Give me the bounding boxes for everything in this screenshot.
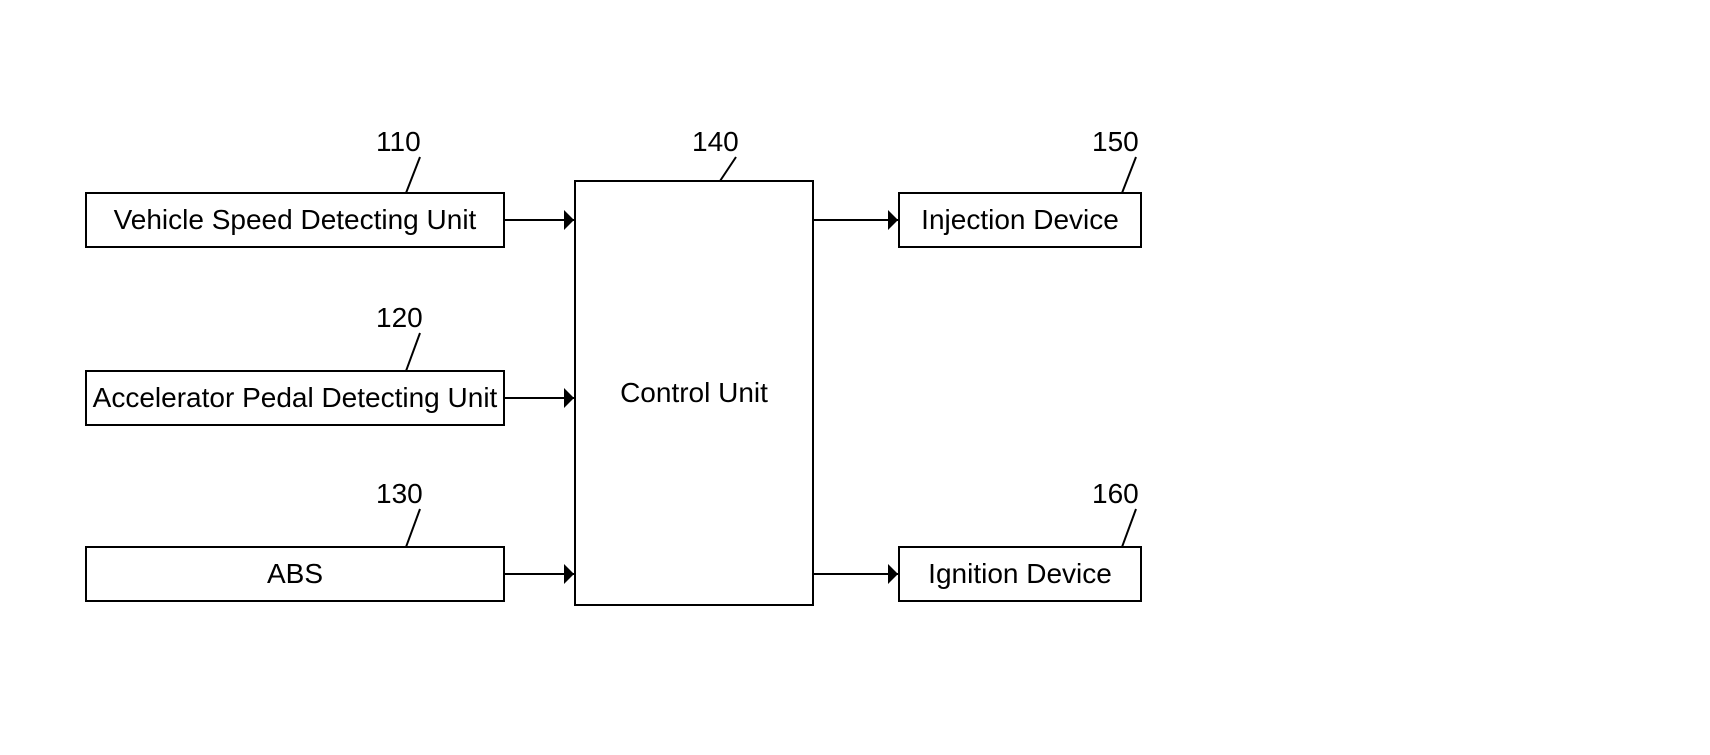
box-abs: ABS [85,546,505,602]
box-label: Vehicle Speed Detecting Unit [114,204,477,236]
box-injection: Injection Device [898,192,1142,248]
arrow-head-icon [888,564,898,584]
arrow-head-icon [564,388,574,408]
box-label: Injection Device [921,204,1119,236]
box-label: ABS [267,558,323,590]
leader-line [405,157,421,194]
box-vehicle_speed: Vehicle Speed Detecting Unit [85,192,505,248]
box-control_unit: Control Unit [574,180,814,606]
box-ignition: Ignition Device [898,546,1142,602]
leader-line [719,156,737,181]
leader-line [1121,509,1137,548]
ref-label-110: 110 [376,126,421,158]
leader-line [405,509,421,548]
ref-label-140: 140 [692,126,739,158]
arrow-head-icon [888,210,898,230]
leader-line [1121,157,1137,194]
box-label: Accelerator Pedal Detecting Unit [93,382,498,414]
arrow-head-icon [564,210,574,230]
ref-label-130: 130 [376,478,423,510]
box-label: Ignition Device [928,558,1112,590]
arrow-line [814,573,898,575]
box-label: Control Unit [620,377,768,409]
ref-label-150: 150 [1092,126,1139,158]
leader-line [405,333,421,372]
arrow-line [814,219,898,221]
arrow-head-icon [564,564,574,584]
ref-label-120: 120 [376,302,423,334]
box-accel_pedal: Accelerator Pedal Detecting Unit [85,370,505,426]
ref-label-160: 160 [1092,478,1139,510]
diagram-canvas: Vehicle Speed Detecting Unit Accelerator … [0,0,1710,755]
